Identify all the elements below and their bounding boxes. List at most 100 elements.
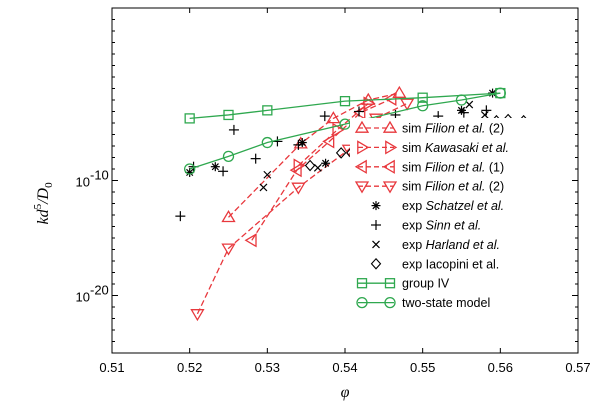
legend-marker bbox=[357, 140, 370, 155]
legend-marker bbox=[354, 181, 370, 194]
legend-marker bbox=[382, 181, 398, 194]
data-point bbox=[457, 105, 466, 115]
legend-entry: sim Filion et al. (1) bbox=[354, 159, 504, 174]
data-point bbox=[259, 183, 268, 192]
legend-label: exp Sinn et al. bbox=[402, 219, 481, 233]
series-8 bbox=[184, 87, 506, 124]
data-point bbox=[228, 124, 239, 135]
data-point bbox=[223, 109, 234, 121]
x-axis-label: φ bbox=[341, 384, 350, 401]
series-line-9 bbox=[189, 92, 501, 170]
y-tick-label-exponent: -20 bbox=[90, 283, 109, 298]
legend-marker bbox=[385, 140, 398, 155]
data-point bbox=[289, 163, 302, 178]
svg-text:kd5/D0: kd5/D0 bbox=[32, 182, 55, 225]
data-point bbox=[297, 138, 307, 148]
legend-label: group IV bbox=[402, 277, 450, 291]
data-point bbox=[455, 94, 468, 106]
legend-label: two-state model bbox=[402, 296, 490, 310]
legend-marker bbox=[384, 278, 396, 289]
legend-marker bbox=[356, 296, 368, 309]
legend-label: exp Schatzel et al. bbox=[402, 199, 504, 213]
data-point bbox=[293, 139, 304, 150]
legend-label: sim Filion et al. (1) bbox=[402, 160, 504, 174]
data-point bbox=[218, 166, 229, 177]
legend-entry: exp Schatzel et al. bbox=[371, 199, 504, 213]
legend-entry: sim Filion et al. (2) bbox=[354, 180, 504, 194]
data-point bbox=[417, 92, 428, 103]
legend-marker bbox=[370, 257, 382, 270]
data-point bbox=[326, 111, 341, 124]
data-point bbox=[263, 170, 272, 179]
legend-marker bbox=[382, 120, 398, 133]
series-2 bbox=[244, 91, 397, 248]
y-tick-label-exponent: -10 bbox=[90, 168, 109, 183]
data-point bbox=[335, 147, 347, 159]
data-point bbox=[458, 107, 469, 118]
x-tick-label: 0.53 bbox=[255, 360, 280, 375]
data-point bbox=[244, 233, 257, 248]
legend-entry: exp Iacopini et al. bbox=[370, 257, 499, 271]
data-point bbox=[321, 158, 331, 168]
data-point bbox=[322, 134, 335, 149]
data-point bbox=[175, 211, 186, 222]
legend-marker bbox=[356, 278, 368, 289]
series-line-8 bbox=[189, 92, 501, 120]
data-point bbox=[304, 159, 316, 172]
series-line-2 bbox=[251, 98, 392, 241]
legend-entry: group IV bbox=[356, 277, 450, 291]
legend-label: exp Harland et al. bbox=[402, 238, 500, 252]
series-5 bbox=[175, 105, 492, 222]
legend-label: exp Iacopini et al. bbox=[402, 257, 499, 271]
legend-entry: two-state model bbox=[356, 296, 490, 310]
x-tick-label: 0.52 bbox=[177, 360, 202, 375]
legend-label: sim Filion et al. (2) bbox=[402, 180, 504, 194]
data-point bbox=[184, 163, 196, 175]
legend-marker bbox=[371, 201, 381, 211]
legend-entry: exp Harland et al. bbox=[372, 238, 500, 252]
series-9 bbox=[184, 87, 506, 175]
legend-marker bbox=[371, 220, 381, 230]
data-point bbox=[184, 113, 195, 124]
x-tick-label: 0.56 bbox=[488, 360, 513, 375]
data-point bbox=[250, 153, 261, 164]
data-point bbox=[261, 136, 273, 149]
data-point bbox=[399, 98, 415, 111]
legend-marker bbox=[372, 240, 380, 249]
data-point bbox=[353, 105, 366, 120]
legend-marker bbox=[354, 159, 367, 174]
data-point bbox=[210, 162, 220, 172]
data-point bbox=[480, 111, 489, 119]
y-axis-label: kd5/D0 bbox=[32, 182, 55, 225]
data-point bbox=[262, 105, 273, 116]
data-point bbox=[190, 309, 205, 322]
data-point bbox=[222, 150, 235, 163]
legend: sim Filion et al. (2) sim Kawasaki et al.… bbox=[350, 118, 564, 318]
x-tick-label: 0.54 bbox=[332, 360, 357, 375]
data-point bbox=[465, 100, 474, 109]
legend-label: sim Filion et al. (2) bbox=[402, 122, 504, 136]
legend-entry: sim Kawasaki et al. bbox=[357, 140, 509, 155]
data-point bbox=[353, 106, 364, 117]
data-point bbox=[221, 243, 236, 256]
data-point bbox=[319, 111, 330, 122]
y-tick-label: 10 bbox=[76, 175, 90, 190]
legend-entry: sim Filion et al. (2) bbox=[354, 120, 504, 136]
legend-label: sim Kawasaki et al. bbox=[402, 141, 509, 155]
data-point bbox=[339, 96, 351, 107]
data-point bbox=[494, 87, 506, 99]
y-tick-label: 10 bbox=[76, 290, 90, 305]
x-tick-label: 0.57 bbox=[565, 360, 590, 375]
data-point bbox=[291, 182, 306, 195]
data-point bbox=[221, 210, 236, 223]
legend-marker bbox=[382, 159, 395, 174]
series-line-0 bbox=[228, 92, 400, 218]
legend-marker bbox=[354, 120, 370, 133]
data-point bbox=[313, 163, 322, 172]
legend-marker bbox=[384, 296, 396, 309]
x-tick-label: 0.55 bbox=[410, 360, 435, 375]
x-tick-label: 0.51 bbox=[99, 360, 124, 375]
data-point bbox=[417, 100, 429, 112]
